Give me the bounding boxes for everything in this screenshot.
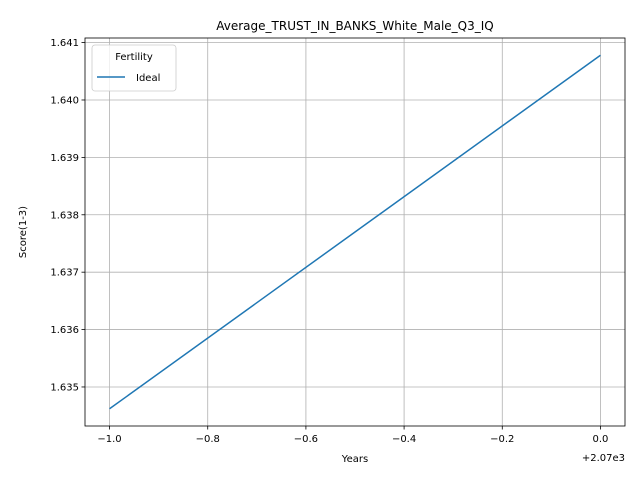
legend-entry-ideal: Ideal — [136, 73, 160, 84]
y-axis-label: Score(1-3) — [18, 206, 29, 258]
x-axis-offset-label: +2.07e3 — [582, 453, 625, 464]
chart-title: Average_TRUST_IN_BANKS_White_Male_Q3_IQ — [216, 19, 493, 33]
x-tick-label: −0.2 — [490, 434, 514, 445]
y-tick-label: 1.639 — [50, 153, 79, 164]
x-axis-ticks: −1.0 −0.8 −0.6 −0.4 −0.2 0.0 — [97, 426, 608, 445]
plot-frame — [84, 37, 626, 427]
y-tick-label: 1.635 — [50, 382, 79, 393]
grid-lines — [85, 38, 625, 426]
x-tick-label: −0.4 — [392, 434, 416, 445]
y-tick-label: 1.636 — [50, 325, 79, 336]
y-tick-label: 1.637 — [50, 268, 79, 279]
legend-title: Fertility — [115, 52, 153, 63]
legend: Fertility Ideal — [91, 44, 177, 92]
y-tick-label: 1.641 — [50, 38, 79, 49]
series-line-ideal — [109, 54, 601, 410]
y-tick-label: 1.640 — [50, 95, 79, 106]
x-axis-label: Years — [341, 454, 368, 465]
series-layer — [109, 54, 601, 410]
x-tick-label: −0.6 — [294, 434, 318, 445]
x-tick-label: −0.8 — [196, 434, 220, 445]
x-tick-label: 0.0 — [593, 434, 609, 445]
y-tick-label: 1.638 — [50, 210, 79, 221]
y-axis-ticks: 1.635 1.636 1.637 1.638 1.639 1.640 1.641 — [50, 38, 85, 393]
x-tick-label: −1.0 — [97, 434, 121, 445]
legend-box — [91, 44, 177, 92]
